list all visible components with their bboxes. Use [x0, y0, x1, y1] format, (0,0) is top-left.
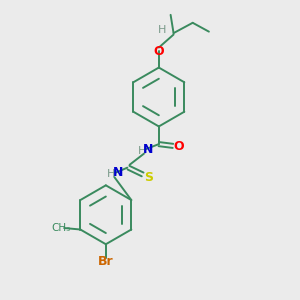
Text: O: O — [154, 45, 164, 58]
Text: N: N — [143, 143, 153, 156]
Text: H: H — [158, 25, 166, 34]
Text: S: S — [144, 172, 153, 184]
Text: N: N — [113, 167, 123, 179]
Text: O: O — [173, 140, 184, 153]
Text: H: H — [138, 146, 146, 156]
Text: CH₃: CH₃ — [51, 223, 70, 233]
Text: Br: Br — [98, 255, 114, 268]
Text: H: H — [107, 169, 116, 179]
